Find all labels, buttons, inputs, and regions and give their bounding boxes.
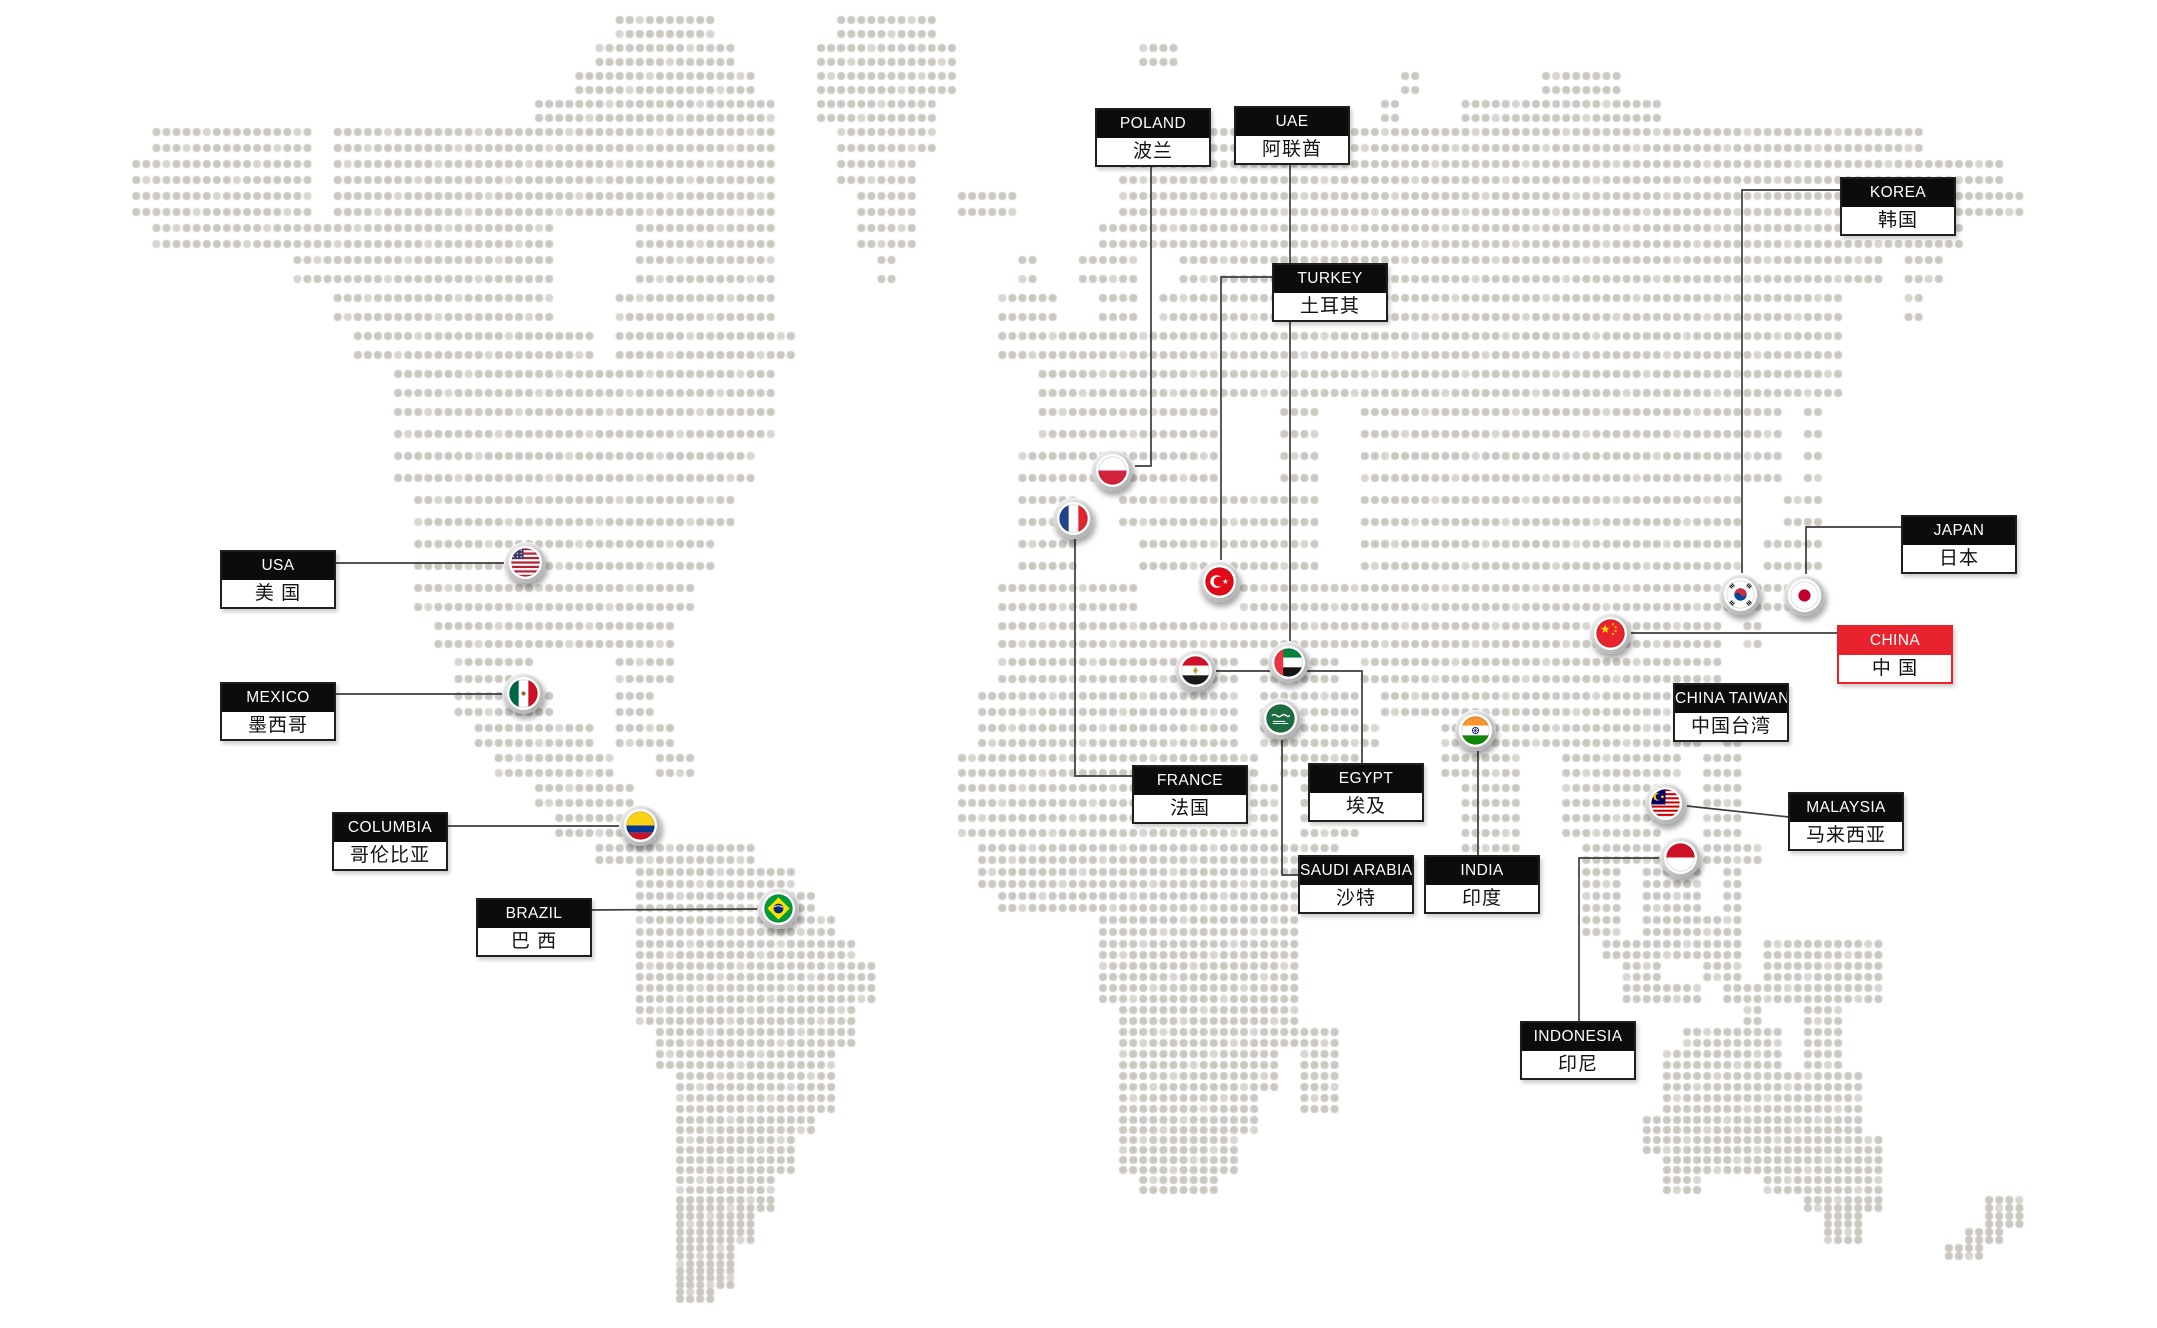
flag-france-icon xyxy=(1056,501,1090,535)
country-name-en: JAPAN xyxy=(1903,517,2015,545)
flag-uae-icon xyxy=(1271,645,1305,679)
country-label-turkey: TURKEY 土耳其 xyxy=(1272,263,1388,322)
map-marker-japan xyxy=(1783,574,1825,616)
map-marker-turkey xyxy=(1198,560,1240,602)
country-name-zh: 埃及 xyxy=(1310,793,1422,820)
country-name-en: USA xyxy=(222,552,334,580)
country-name-zh: 韩国 xyxy=(1842,207,1954,234)
country-label-saudi_arabia: SAUDI ARABIA 沙特 xyxy=(1298,855,1414,914)
connector-line-korea xyxy=(1741,189,1841,573)
map-marker-india xyxy=(1454,709,1496,751)
country-label-china_taiwan: CHINA TAIWAN 中国台湾 xyxy=(1673,683,1789,742)
connector-line-indonesia xyxy=(1578,857,1659,1022)
country-label-malaysia: MALAYSIA 马来西亚 xyxy=(1788,792,1904,851)
country-name-zh: 巴 西 xyxy=(478,928,590,955)
country-name-en: KOREA xyxy=(1842,179,1954,207)
connector-line-japan xyxy=(1805,526,1902,574)
flag-poland-icon xyxy=(1095,453,1129,487)
country-name-zh: 土耳其 xyxy=(1274,293,1386,320)
country-name-zh: 沙特 xyxy=(1300,885,1412,912)
map-marker-mexico xyxy=(502,672,544,714)
flag-brazil-icon xyxy=(761,891,795,925)
country-label-indonesia: INDONESIA 印尼 xyxy=(1520,1021,1636,1080)
country-name-en: TURKEY xyxy=(1274,265,1386,293)
map-marker-columbia xyxy=(619,804,661,846)
map-marker-korea xyxy=(1719,573,1761,615)
country-label-uae: UAE 阿联酋 xyxy=(1234,106,1350,165)
country-label-usa: USA 美 国 xyxy=(220,550,336,609)
flag-egypt-icon xyxy=(1178,653,1212,687)
country-name-en: CHINA xyxy=(1839,627,1951,655)
map-marker-indonesia xyxy=(1659,836,1701,878)
country-label-poland: POLAND 波兰 xyxy=(1095,108,1211,167)
country-name-en: SAUDI ARABIA xyxy=(1300,857,1412,885)
flag-mexico-icon xyxy=(506,676,540,710)
map-marker-poland xyxy=(1091,449,1133,491)
country-name-en: FRANCE xyxy=(1134,767,1246,795)
flag-china-icon xyxy=(1593,616,1627,650)
map-marker-france xyxy=(1052,497,1094,539)
country-name-en: MEXICO xyxy=(222,684,334,712)
country-name-zh: 马来西亚 xyxy=(1790,822,1902,849)
country-label-china: CHINA 中 国 xyxy=(1837,625,1953,684)
map-marker-egypt xyxy=(1174,649,1216,691)
map-marker-usa xyxy=(504,541,546,583)
country-name-en: COLUMBIA xyxy=(334,814,446,842)
country-name-en: POLAND xyxy=(1097,110,1209,138)
country-label-korea: KOREA 韩国 xyxy=(1840,177,1956,236)
flag-malaysia-icon xyxy=(1648,786,1682,820)
country-name-en: MALAYSIA xyxy=(1790,794,1902,822)
flag-columbia-icon xyxy=(623,808,657,842)
flag-indonesia-icon xyxy=(1663,840,1697,874)
country-name-zh: 印度 xyxy=(1426,885,1538,912)
country-name-zh: 美 国 xyxy=(222,580,334,607)
connector-line-egypt xyxy=(1216,670,1363,764)
flag-korea-icon xyxy=(1723,577,1757,611)
country-name-zh: 波兰 xyxy=(1097,138,1209,165)
country-name-en: CHINA TAIWAN xyxy=(1675,685,1787,713)
country-name-zh: 中 国 xyxy=(1839,655,1951,682)
flag-india-icon xyxy=(1458,713,1492,747)
map-marker-saudi_arabia xyxy=(1259,697,1301,739)
country-name-en: INDIA xyxy=(1426,857,1538,885)
map-marker-uae xyxy=(1267,641,1309,683)
connector-line-poland xyxy=(1135,163,1152,467)
connector-line-brazil xyxy=(585,908,758,911)
country-name-en: INDONESIA xyxy=(1522,1023,1634,1051)
country-label-brazil: BRAZIL 巴 西 xyxy=(476,898,592,957)
country-name-zh: 日本 xyxy=(1903,545,2015,572)
country-name-zh: 阿联酋 xyxy=(1236,136,1348,163)
country-name-zh: 印尼 xyxy=(1522,1051,1634,1078)
country-name-zh: 中国台湾 xyxy=(1675,713,1787,740)
flag-usa-icon xyxy=(508,545,542,579)
country-name-zh: 法国 xyxy=(1134,795,1246,822)
country-label-columbia: COLUMBIA 哥伦比亚 xyxy=(332,812,448,871)
connector-line-france xyxy=(1074,539,1133,777)
country-label-france: FRANCE 法国 xyxy=(1132,765,1248,824)
country-name-en: BRAZIL xyxy=(478,900,590,928)
country-label-egypt: EGYPT 埃及 xyxy=(1308,763,1424,822)
map-marker-brazil xyxy=(757,887,799,929)
country-name-en: EGYPT xyxy=(1310,765,1422,793)
connector-line-turkey xyxy=(1220,276,1273,560)
connector-line-saudi_arabia xyxy=(1281,740,1299,876)
connector-line-malaysia xyxy=(1686,805,1790,818)
country-label-japan: JAPAN 日本 xyxy=(1901,515,2017,574)
country-label-india: INDIA 印度 xyxy=(1424,855,1540,914)
country-name-en: UAE xyxy=(1236,108,1348,136)
flag-turkey-icon xyxy=(1202,564,1236,598)
country-name-zh: 哥伦比亚 xyxy=(334,842,446,869)
map-marker-malaysia xyxy=(1644,782,1686,824)
country-name-zh: 墨西哥 xyxy=(222,712,334,739)
flag-saudi-arabia-icon xyxy=(1263,701,1297,735)
map-marker-china xyxy=(1589,612,1631,654)
country-label-mexico: MEXICO 墨西哥 xyxy=(220,682,336,741)
flag-japan-icon xyxy=(1787,578,1821,612)
